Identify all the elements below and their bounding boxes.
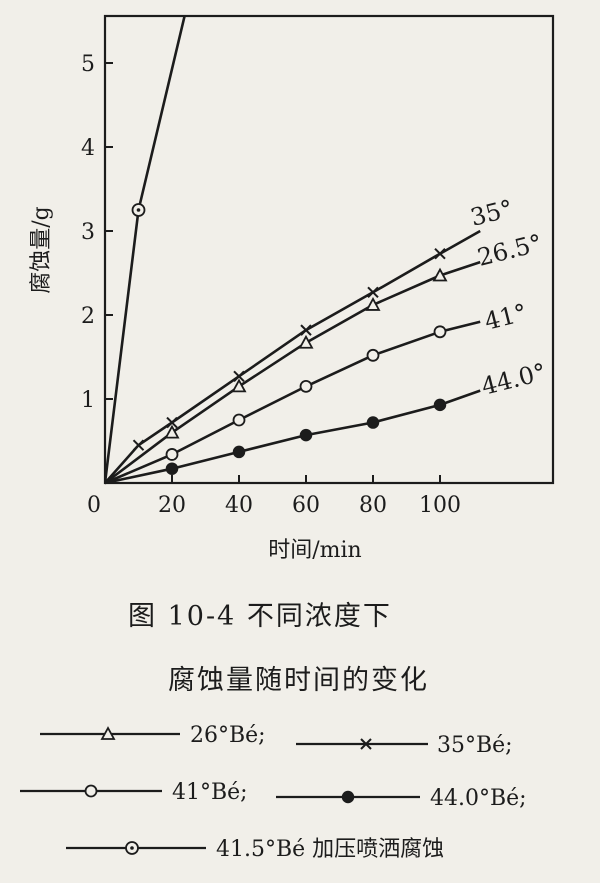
series-end-label: 41°	[482, 298, 530, 335]
filled-circle-marker	[433, 398, 447, 412]
open-circle-marker	[433, 325, 447, 339]
series-4: 44.0°	[104, 358, 549, 485]
legend-entry-3: 41°Bé;	[20, 780, 248, 805]
y-axis-label: 腐蚀量/g	[29, 206, 54, 294]
open-circle-marker	[232, 413, 246, 427]
figure-caption-line2: 腐蚀量随时间的变化	[168, 665, 429, 696]
plot-frame	[103, 14, 555, 485]
triangle-marker	[298, 334, 314, 349]
series-1: 35°	[104, 194, 516, 484]
y-tick-label: 4	[81, 136, 95, 161]
x-tick-label: 40	[225, 493, 253, 518]
legend-entry-4: 44.0°Bé;	[276, 786, 527, 811]
x-tick-label: 80	[359, 493, 387, 518]
x-marker	[166, 416, 178, 429]
triangle-marker	[231, 378, 247, 393]
legend-entry-1: 26°Bé;	[40, 723, 266, 748]
series-3: 41°	[104, 298, 530, 485]
x-tick-label: 60	[292, 493, 320, 518]
y-tick-label: 5	[81, 52, 95, 77]
filled-circle-marker	[366, 416, 380, 429]
legend-label: 41°Bé;	[172, 780, 248, 805]
series-2: 26.5°	[104, 229, 545, 485]
open-circle-marker	[165, 448, 179, 461]
x-tick-label: 100	[419, 493, 461, 518]
y-tick-label: 2	[81, 304, 95, 329]
open-circle-marker	[366, 348, 380, 362]
filled-circle-marker	[299, 428, 313, 442]
x-marker	[367, 286, 379, 299]
filled-circle-marker	[341, 790, 355, 804]
open-circle-marker	[84, 784, 98, 798]
series-line	[104, 260, 481, 485]
x-tick-label: 20	[158, 493, 186, 518]
filled-circle-marker	[232, 445, 246, 459]
open-circle-marker	[299, 379, 313, 393]
legend-entry-5: 41.5°Bé 加压喷洒腐蚀	[66, 837, 444, 862]
x-marker	[132, 439, 145, 451]
x-marker	[300, 324, 312, 336]
legend-label: 35°Bé;	[437, 733, 513, 758]
filled-circle-marker	[165, 462, 179, 475]
y-tick-label: 1	[81, 388, 95, 413]
series-line	[105, 16, 186, 483]
series-end-label: 26.5°	[475, 229, 545, 272]
y-tick-label: 3	[81, 220, 95, 245]
legend-label: 41.5°Bé 加压喷洒腐蚀	[216, 837, 444, 862]
series-line	[104, 229, 481, 484]
triangle-marker	[164, 424, 180, 439]
x-marker	[233, 370, 245, 383]
origin-label: 0	[87, 493, 101, 518]
figure-caption-line1: 图 10-4 不同浓度下	[128, 601, 392, 632]
legend-label: 44.0°Bé;	[430, 786, 527, 811]
dotted-circle-marker	[125, 841, 139, 855]
series-5	[105, 16, 186, 483]
triangle-marker	[432, 267, 448, 282]
legend-entry-2: 35°Bé;	[296, 733, 513, 758]
series-end-label: 44.0°	[479, 358, 549, 401]
triangle-marker	[100, 726, 116, 740]
x-marker	[434, 247, 446, 260]
x-marker	[360, 738, 372, 750]
x-axis-label: 时间/min	[268, 538, 361, 563]
series-end-label: 35°	[468, 194, 516, 231]
legend-label: 26°Bé;	[190, 723, 266, 748]
triangle-marker	[365, 297, 381, 311]
series-line	[104, 320, 481, 485]
dotted-circle-marker	[131, 203, 146, 217]
series-line	[104, 389, 481, 485]
